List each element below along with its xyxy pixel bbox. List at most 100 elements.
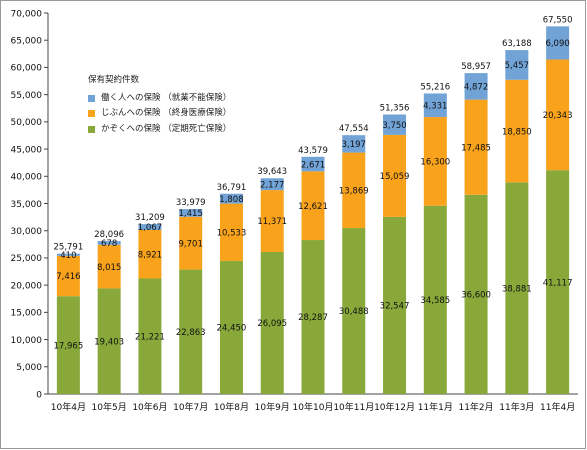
bar-segment-self xyxy=(219,203,243,261)
y-tick-label: 50,000 xyxy=(11,118,43,128)
legend-label-self: じぶんへの保険 （終身医療保険） xyxy=(101,108,232,118)
bar-segment-family xyxy=(260,251,284,394)
bar-segment-work xyxy=(301,156,325,172)
data-label-self: 9,701 xyxy=(179,239,203,249)
total-label: 63,188 xyxy=(502,39,532,49)
bar-segment-self xyxy=(138,229,162,279)
x-tick-label: 10年12月 xyxy=(374,401,415,413)
total-label: 43,579 xyxy=(298,146,328,156)
data-label-family: 36,600 xyxy=(461,291,491,301)
x-tick-label: 10年6月 xyxy=(132,401,167,413)
total-label: 33,979 xyxy=(176,198,206,208)
total-label: 25,791 xyxy=(54,243,84,253)
data-label-family: 32,547 xyxy=(380,302,410,312)
total-label: 39,643 xyxy=(257,167,287,177)
data-label-work: 3,197 xyxy=(342,140,366,150)
bar-segment-self xyxy=(301,171,325,241)
y-tick-label: 0 xyxy=(36,390,42,400)
data-label-family: 38,881 xyxy=(502,284,532,294)
bar-segment-family xyxy=(301,240,325,394)
data-label-work: 4,331 xyxy=(423,101,447,111)
x-tick-label: 10年8月 xyxy=(214,401,249,413)
total-label: 28,096 xyxy=(94,230,124,240)
bar-segment-family xyxy=(342,228,366,394)
y-tick-label: 20,000 xyxy=(11,281,43,291)
data-label-self: 11,371 xyxy=(257,217,287,227)
x-tick-label: 10年11月 xyxy=(333,401,374,413)
data-label-self: 17,485 xyxy=(461,143,491,153)
legend-swatch-self xyxy=(88,110,95,118)
legend-label-work: 働く人への保険 （就業不能保険） xyxy=(101,92,232,103)
bar-segment-family xyxy=(219,260,243,394)
bar-segment-family xyxy=(179,269,203,394)
legend-title: 保有契約件数 xyxy=(88,75,140,85)
data-label-work: 2,671 xyxy=(301,160,325,170)
legend-item-family: かぞくへの保険 （定期死亡保険） xyxy=(88,122,231,138)
y-tick-label: 30,000 xyxy=(11,227,43,237)
x-tick-label: 10年9月 xyxy=(255,401,290,413)
bar-segment-work xyxy=(342,135,366,153)
bar-segment-family xyxy=(56,296,80,394)
bar-segment-self xyxy=(423,117,447,206)
data-label-family: 34,585 xyxy=(420,296,450,306)
total-label: 47,554 xyxy=(339,124,369,134)
y-tick-label: 60,000 xyxy=(11,64,43,74)
legend: 保有契約件数 働く人への保険 （就業不能保険） じぶんへの保険 （終身医療保険）… xyxy=(88,73,231,137)
bar-segment-self xyxy=(546,59,570,171)
bar-segment-self xyxy=(383,134,407,217)
data-label-work: 5,457 xyxy=(505,61,529,71)
y-tick-label: 70,000 xyxy=(11,9,43,19)
bar-segment-family xyxy=(97,288,121,394)
bar-segment-work xyxy=(56,253,80,256)
bar-segment-work xyxy=(505,50,529,80)
x-tick-label: 10年10月 xyxy=(293,401,334,413)
y-tick-label: 55,000 xyxy=(11,91,43,101)
total-label: 31,209 xyxy=(135,213,165,223)
data-label-family: 30,488 xyxy=(339,307,369,317)
legend-item-self: じぶんへの保険 （終身医療保険） xyxy=(88,106,231,122)
x-tick-label: 11年3月 xyxy=(499,401,534,413)
data-label-work: 1,067 xyxy=(138,223,162,233)
bar-segment-self xyxy=(179,216,203,270)
bar-segment-work xyxy=(179,209,203,217)
y-tick-label: 40,000 xyxy=(11,173,43,183)
total-label: 51,356 xyxy=(380,103,410,113)
bar-segment-self xyxy=(505,79,529,183)
bar-segment-work xyxy=(546,26,570,60)
bar-segment-work xyxy=(138,224,162,230)
data-label-self: 7,416 xyxy=(56,272,80,282)
data-label-family: 28,287 xyxy=(298,313,328,323)
total-label: 58,957 xyxy=(461,62,491,72)
data-label-self: 12,621 xyxy=(298,202,328,212)
legend-swatch-family xyxy=(88,125,95,133)
bar-segment-self xyxy=(464,99,488,195)
data-label-family: 19,403 xyxy=(94,337,124,347)
y-tick-label: 10,000 xyxy=(11,336,43,346)
y-tick-label: 25,000 xyxy=(11,254,43,264)
total-label: 55,216 xyxy=(420,82,450,92)
total-label: 36,791 xyxy=(217,183,247,193)
y-tick-label: 35,000 xyxy=(11,200,43,210)
data-label-family: 26,095 xyxy=(257,319,287,329)
legend-item-work: 働く人への保険 （就業不能保険） xyxy=(88,91,231,107)
data-label-work: 1,415 xyxy=(179,209,203,219)
y-tick-label: 15,000 xyxy=(11,309,43,319)
data-label-self: 18,850 xyxy=(502,127,532,137)
bar-segment-family xyxy=(423,205,447,394)
bar-segment-family xyxy=(383,216,407,394)
data-label-work: 678 xyxy=(101,239,117,249)
y-tick-label: 45,000 xyxy=(11,145,43,155)
bar-segment-work xyxy=(219,193,243,204)
bar-segment-work xyxy=(383,114,407,135)
y-tick-label: 65,000 xyxy=(11,37,43,47)
data-label-family: 24,450 xyxy=(217,324,247,334)
legend-label-family: かぞくへの保険 （定期死亡保険） xyxy=(101,123,232,134)
x-tick-label: 11年2月 xyxy=(458,401,493,413)
bar-segment-work xyxy=(423,93,447,118)
bar-segment-work xyxy=(97,241,121,245)
x-tick-label: 11年1月 xyxy=(418,401,453,413)
x-tick-label: 10年5月 xyxy=(92,401,127,413)
bar-segment-family xyxy=(138,278,162,394)
